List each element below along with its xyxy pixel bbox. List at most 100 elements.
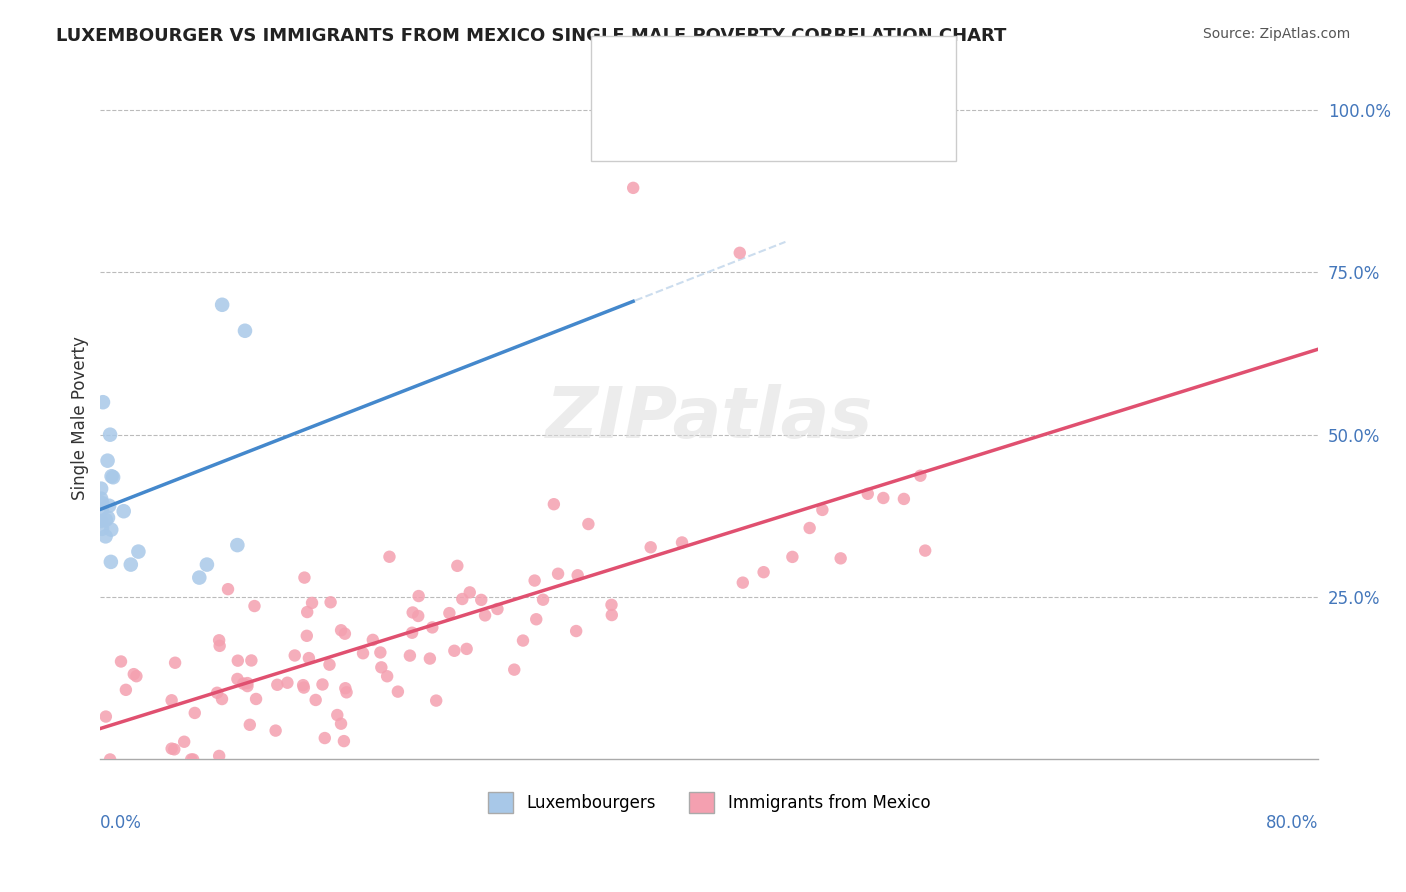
Text: 80.0%: 80.0% bbox=[1265, 814, 1319, 832]
Point bbox=[233, 324, 256, 338]
Point bbox=[439, 606, 461, 620]
Point bbox=[333, 626, 356, 640]
Point bbox=[326, 708, 349, 723]
Point bbox=[503, 663, 526, 677]
Point bbox=[208, 633, 231, 648]
Point bbox=[399, 648, 422, 663]
Point bbox=[914, 543, 936, 558]
Point bbox=[406, 609, 429, 624]
Point bbox=[98, 752, 121, 766]
Point bbox=[208, 748, 231, 763]
Text: LUXEMBOURGER VS IMMIGRANTS FROM MEXICO SINGLE MALE POVERTY CORRELATION CHART: LUXEMBOURGER VS IMMIGRANTS FROM MEXICO S… bbox=[56, 27, 1007, 45]
Point bbox=[361, 632, 384, 647]
Point bbox=[335, 685, 357, 699]
Point bbox=[446, 558, 468, 573]
Point bbox=[671, 535, 693, 549]
Point bbox=[101, 470, 124, 484]
Point bbox=[264, 723, 287, 738]
Point bbox=[408, 589, 430, 603]
Point bbox=[115, 682, 138, 697]
Point bbox=[731, 575, 754, 590]
Point bbox=[314, 731, 336, 745]
Point bbox=[330, 716, 353, 731]
Point bbox=[100, 469, 122, 483]
Point bbox=[236, 676, 259, 690]
Point bbox=[266, 678, 288, 692]
Point bbox=[370, 645, 392, 659]
Point bbox=[112, 504, 135, 518]
Point bbox=[211, 692, 233, 706]
Point bbox=[226, 654, 249, 668]
Point bbox=[402, 606, 425, 620]
Point bbox=[474, 608, 496, 623]
Point bbox=[298, 651, 321, 665]
Point bbox=[378, 549, 401, 564]
Point bbox=[458, 585, 481, 599]
Point bbox=[470, 593, 492, 607]
Point bbox=[239, 718, 262, 732]
Point bbox=[94, 709, 117, 723]
Point bbox=[94, 529, 117, 543]
Point bbox=[567, 568, 589, 582]
Point bbox=[240, 653, 263, 667]
Point bbox=[226, 538, 249, 552]
Point bbox=[205, 686, 228, 700]
Point bbox=[856, 487, 879, 501]
Point bbox=[333, 734, 356, 748]
Point bbox=[97, 510, 120, 524]
Text: ZIPatlas: ZIPatlas bbox=[546, 384, 873, 453]
Point bbox=[127, 544, 149, 558]
Point bbox=[443, 644, 465, 658]
Point bbox=[621, 181, 644, 195]
Point bbox=[211, 298, 233, 312]
Point bbox=[830, 551, 852, 566]
FancyBboxPatch shape bbox=[614, 105, 654, 139]
Point bbox=[370, 660, 392, 674]
Y-axis label: Single Male Poverty: Single Male Poverty bbox=[72, 336, 89, 500]
Point bbox=[90, 482, 112, 496]
Text: R = -0.205   N = 25: R = -0.205 N = 25 bbox=[664, 67, 853, 85]
Point bbox=[330, 624, 353, 638]
Point bbox=[173, 735, 195, 749]
Point bbox=[811, 503, 834, 517]
Point bbox=[547, 566, 569, 581]
Point bbox=[110, 655, 132, 669]
Point bbox=[217, 582, 239, 597]
Text: 0.0%: 0.0% bbox=[100, 814, 142, 832]
Point bbox=[910, 468, 932, 483]
Point bbox=[120, 558, 142, 572]
Point bbox=[451, 592, 474, 607]
Point bbox=[319, 595, 342, 609]
Point bbox=[295, 629, 318, 643]
Point bbox=[425, 693, 447, 707]
Point bbox=[512, 633, 534, 648]
Point bbox=[419, 651, 441, 665]
Point bbox=[782, 549, 804, 564]
Point bbox=[100, 523, 122, 537]
Point bbox=[305, 693, 328, 707]
Text: R =  0.572   N = 103: R = 0.572 N = 103 bbox=[664, 112, 863, 130]
Point bbox=[125, 669, 148, 683]
Point bbox=[90, 491, 112, 506]
Point bbox=[91, 395, 114, 409]
Point bbox=[243, 599, 266, 613]
Point bbox=[893, 491, 915, 506]
Point bbox=[387, 684, 409, 698]
Point bbox=[728, 245, 751, 260]
Point bbox=[295, 605, 318, 619]
Point bbox=[301, 596, 323, 610]
Point bbox=[97, 453, 120, 467]
Point bbox=[486, 602, 509, 616]
Point bbox=[184, 706, 207, 720]
Point bbox=[226, 672, 249, 686]
Point bbox=[640, 541, 662, 555]
Point bbox=[294, 571, 316, 585]
Point bbox=[100, 555, 122, 569]
Point bbox=[91, 522, 114, 536]
Point bbox=[180, 752, 202, 766]
Point bbox=[543, 497, 565, 511]
Point bbox=[565, 624, 588, 638]
Point bbox=[181, 752, 204, 766]
FancyBboxPatch shape bbox=[614, 59, 654, 94]
Point bbox=[90, 514, 112, 528]
